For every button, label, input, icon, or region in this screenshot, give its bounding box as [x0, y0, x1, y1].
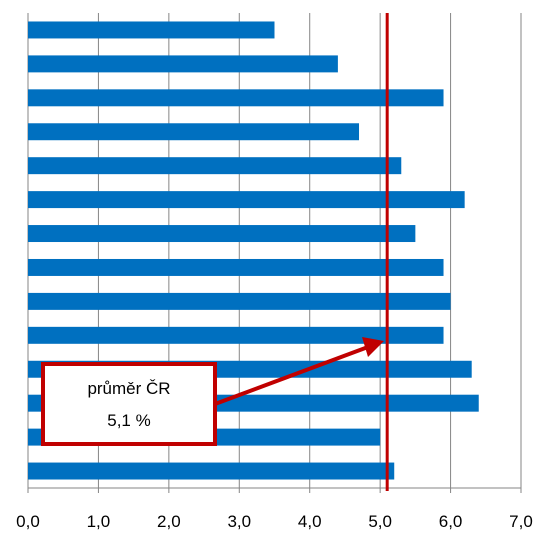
average-callout: průměr ČR 5,1 % — [41, 337, 384, 446]
bar — [28, 462, 395, 480]
bar — [28, 21, 275, 39]
x-axis-ticks — [27, 488, 522, 493]
bar — [28, 89, 444, 107]
x-tick-label: 0,0 — [16, 512, 40, 531]
average-callout-box — [41, 362, 217, 446]
bar — [28, 258, 444, 276]
x-tick-label: 1,0 — [87, 512, 111, 531]
bar — [28, 191, 465, 209]
average-callout-value: 5,1 % — [107, 411, 150, 430]
bar — [28, 123, 360, 141]
bar — [28, 326, 444, 344]
x-tick-label: 2,0 — [157, 512, 181, 531]
x-axis-labels: 0,0 1,0 2,0 3,0 4,0 5,0 6,0 7,0 — [16, 512, 533, 531]
x-tick-label: 3,0 — [227, 512, 251, 531]
arrowhead-icon — [362, 337, 384, 357]
bar — [28, 292, 451, 310]
x-tick-label: 6,0 — [439, 512, 463, 531]
x-tick-label: 5,0 — [368, 512, 392, 531]
bar — [28, 55, 338, 73]
bar — [28, 157, 402, 175]
x-tick-label: 4,0 — [298, 512, 322, 531]
bar — [28, 225, 416, 243]
x-tick-label: 7,0 — [509, 512, 533, 531]
average-callout-label: průměr ČR — [87, 379, 170, 398]
average-callout-arrow — [214, 345, 369, 406]
